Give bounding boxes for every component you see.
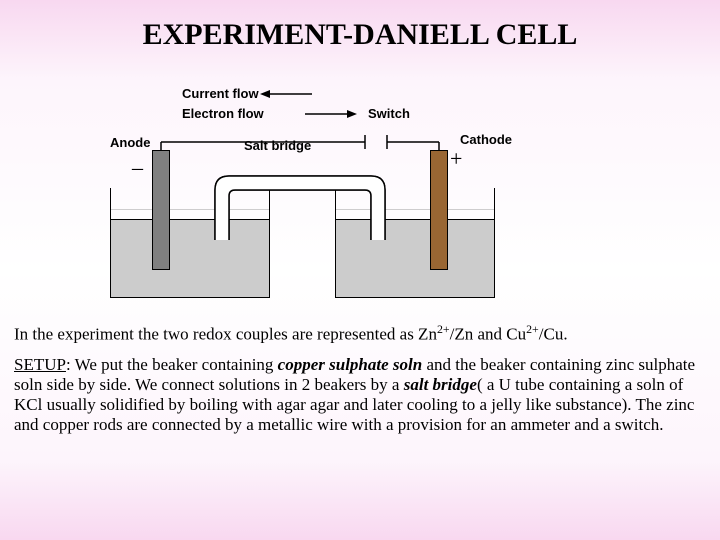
cathode-electrode bbox=[430, 150, 448, 270]
salt-bridge bbox=[205, 170, 405, 250]
cell-diagram: Current flow Electron flow Switch Anode … bbox=[110, 80, 540, 310]
anode-electrode bbox=[152, 150, 170, 270]
page-title: EXPERIMENT-DANIELL CELL bbox=[0, 0, 720, 52]
description-text: In the experiment the two redox couples … bbox=[14, 322, 706, 445]
setup-heading: SETUP bbox=[14, 355, 66, 374]
para-setup: SETUP: We put the beaker containing copp… bbox=[14, 355, 706, 435]
para-redox: In the experiment the two redox couples … bbox=[14, 322, 706, 345]
